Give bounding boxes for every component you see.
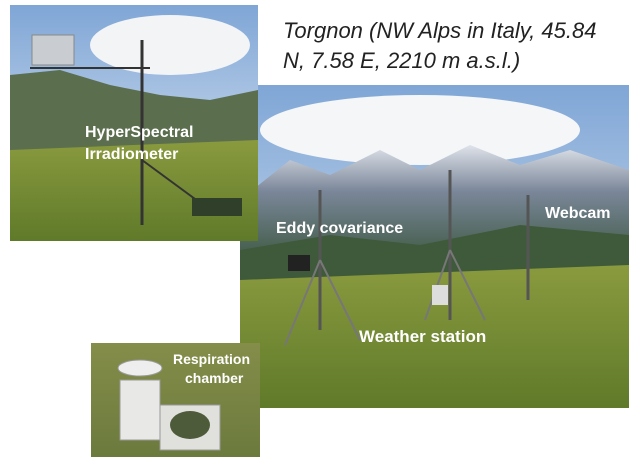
- photo-chamber: Respiration chamber: [91, 343, 260, 457]
- photo-irradiometer: HyperSpectral Irradiometer: [10, 5, 258, 241]
- photo-label: Irradiometer: [85, 146, 178, 163]
- slide: Torgnon (NW Alps in Italy, 45.84 N, 7.58…: [0, 0, 629, 460]
- page: {"header": {"title_lines": ["Torgnon (NW…: [0, 0, 629, 460]
- title-line: Torgnon (NW Alps in Italy, 45.84: [283, 18, 596, 43]
- photo-label: HyperSpectral: [85, 124, 194, 141]
- photo-label: Webcam: [545, 205, 611, 222]
- photo-site: Eddy covariance Webcam Weather station: [240, 85, 629, 408]
- photo-label: Respiration: [173, 351, 250, 367]
- title-line: N, 7.58 E, 2210 m a.s.l.): [283, 48, 520, 73]
- photo-label: Eddy covariance: [276, 220, 403, 237]
- photo-label: Weather station: [359, 327, 486, 346]
- photo-label: chamber: [185, 370, 244, 386]
